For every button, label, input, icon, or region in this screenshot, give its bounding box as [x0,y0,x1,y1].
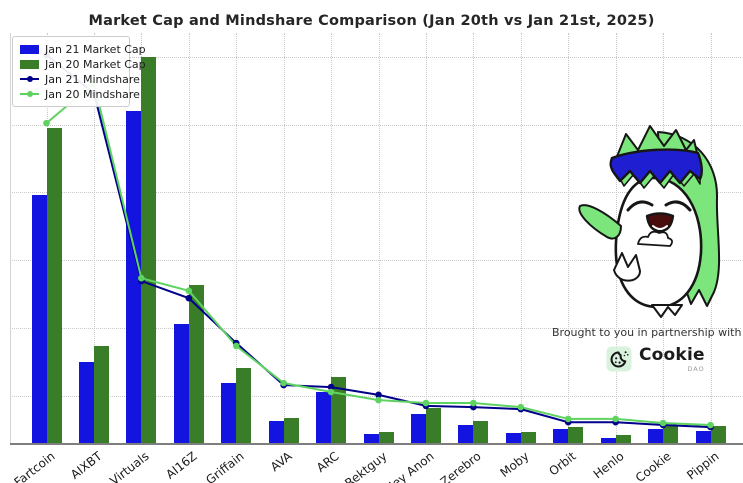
x-tick-label-fartcoin: Fartcoin [10,449,58,483]
vertical-gridline [378,33,380,443]
y-axis-spine [10,33,11,443]
legend-line-swatch [20,76,39,82]
bar-jan-21-market-cap-arc [316,392,332,443]
bar-jan-20-market-cap-griffain [236,367,252,443]
bar-jan-20-market-cap-ai16z [188,285,204,443]
bar-jan-20-market-cap-ava [283,418,299,443]
legend-label: Jan 21 Market Cap [45,42,146,56]
bar-jan-20-market-cap-aixbt [93,345,109,443]
vertical-gridline [568,33,570,443]
legend-item-jan-21-mindshare: Jan 21 Mindshare [20,72,140,86]
mascot-part-11 [613,252,641,282]
bar-jan-20-market-cap-arc [331,376,347,443]
legend-bar-swatch [20,59,39,69]
legend-item-jan-20-market-cap: Jan 20 Market Cap [20,57,146,71]
bar-jan-21-market-cap-rektguy [363,434,379,443]
bar-jan-21-market-cap-zerebro [458,425,474,443]
bar-jan-21-market-cap-griffain [221,383,237,443]
mascot-part-12 [651,304,683,318]
legend-label: Jan 20 Mindshare [45,87,140,101]
bar-jan-21-market-cap-cookie [648,429,664,443]
legend-label: Jan 20 Market Cap [45,57,146,71]
vertical-gridline [283,33,285,443]
brand-sub-label: DAO [687,365,705,373]
bar-jan-21-market-cap-ai16z [173,323,189,443]
legend-item-jan-20-mindshare: Jan 20 Mindshare [20,87,140,101]
bar-jan-21-market-cap-orbit [553,429,569,443]
legend-label: Jan 21 Mindshare [45,72,140,86]
bar-jan-20-market-cap-cookie [663,425,679,443]
vertical-gridline [425,33,427,443]
bar-jan-20-market-cap-henlo [615,434,631,443]
cookie-dao-logo: Cookie DAO [606,346,705,373]
mascot-part-8 [652,225,668,230]
vertical-gridline [520,33,522,443]
bar-jan-21-market-cap-fartcoin [31,194,47,443]
bar-jan-21-market-cap-henlo [600,438,616,443]
legend-line-swatch [20,91,39,97]
bar-jan-20-market-cap-virtuals [141,57,157,443]
bar-jan-21-market-cap-virtuals [126,110,142,443]
chart-title: Market Cap and Mindshare Comparison (Jan… [88,13,655,29]
bar-jan-20-market-cap-zerebro [473,420,489,443]
brand-name: Cookie [639,345,705,365]
bar-jan-21-market-cap-hey-anon [410,414,426,443]
bar-jan-21-market-cap-aixbt [78,361,94,443]
vertical-gridline [473,33,475,443]
bar-jan-21-market-cap-pippin [695,431,711,443]
bar-jan-20-market-cap-orbit [568,427,584,443]
mascot-part-5 [626,200,654,212]
bar-jan-20-market-cap-hey-anon [425,407,441,443]
bar-jan-21-market-cap-moby [505,432,521,443]
mascot-part-10 [578,204,622,240]
cookie-icon [606,346,632,372]
partnership-text: Brought to you in partnership with [552,326,742,339]
bar-jan-20-market-cap-pippin [710,425,726,443]
bar-jan-20-market-cap-rektguy [378,431,394,443]
mascot-part-4 [609,148,703,185]
bar-jan-20-market-cap-moby [520,431,536,443]
penguin-mascot-illustration [578,125,721,318]
horizontal-gridline [10,395,741,397]
legend-item-jan-21-market-cap: Jan 21 Market Cap [20,42,146,56]
x-axis-line [10,443,743,445]
legend: Jan 21 Market Cap Jan 20 Market Cap Jan 21… [12,36,146,107]
bar-jan-21-market-cap-ava [268,420,284,443]
mascot-part-9 [637,230,673,247]
bar-jan-20-market-cap-fartcoin [46,128,62,443]
legend-bar-swatch [20,44,39,54]
mascot-part-6 [664,200,692,212]
